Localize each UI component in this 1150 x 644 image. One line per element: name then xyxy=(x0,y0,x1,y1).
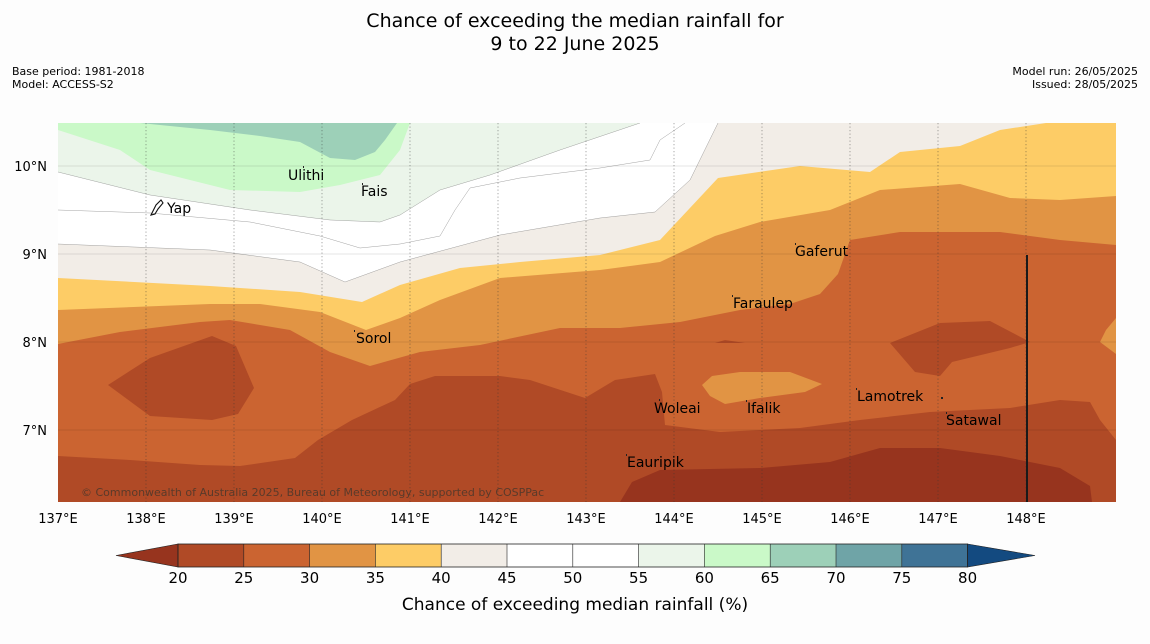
band-65-70 xyxy=(140,123,397,160)
lat-label-9n: 9°N xyxy=(23,248,48,263)
map-field: Ulithi Fais Yap Gaferut Faraulep Sorol L… xyxy=(58,123,1116,502)
area-30-35-inner xyxy=(702,372,822,404)
title-line-2: 9 to 22 June 2025 xyxy=(490,33,660,55)
base-period-text: Base period: 1981-2018 xyxy=(12,65,145,78)
place-label-lamotrek: Lamotrek xyxy=(857,389,924,405)
place-label-fais: Fais xyxy=(361,184,388,200)
colorbar-tick-label: 70 xyxy=(826,569,845,587)
lat-label-7n: 7°N xyxy=(23,424,48,439)
colorbar-segment xyxy=(243,544,310,567)
colorbar-tick-label: 25 xyxy=(234,569,253,587)
place-label-yap: Yap xyxy=(166,201,191,217)
colorbar-segment xyxy=(704,544,771,567)
lon-label-146e: 146°E xyxy=(830,512,870,527)
area-20-25-west xyxy=(108,336,254,420)
colorbar-tick-label: 20 xyxy=(168,569,187,587)
colorbar-label: Chance of exceeding median rainfall (%) xyxy=(402,595,748,615)
place-label-sorol: Sorol xyxy=(356,331,391,347)
lon-label-144e: 144°E xyxy=(654,512,694,527)
area-20-25-small xyxy=(715,340,745,343)
colorbar-tick-label: 55 xyxy=(629,569,648,587)
colorbar-segment xyxy=(441,544,507,567)
lon-label-145e: 145°E xyxy=(742,512,782,527)
colorbar-segment xyxy=(375,544,442,567)
lon-label-143e: 143°E xyxy=(566,512,606,527)
contour-lines xyxy=(58,123,719,283)
colorbar-segment xyxy=(770,544,836,567)
colorbar-tick-label: 35 xyxy=(366,569,385,587)
lon-label-137e: 137°E xyxy=(38,512,78,527)
island-markers xyxy=(149,166,947,456)
colorbar: 20 25 30 35 40 45 50 55 60 65 70 75 80 xyxy=(115,543,1036,587)
title-line-1: Chance of exceeding the median rainfall … xyxy=(366,10,784,32)
area-20-25-east xyxy=(890,321,1030,376)
colorbar-tick-label: 60 xyxy=(695,569,714,587)
lon-label-141e: 141°E xyxy=(390,512,430,527)
run-info: Model run: 26/05/2025 Issued: 28/05/2025 xyxy=(1012,65,1138,91)
colorbar-extend-high xyxy=(967,543,1036,568)
area-30-35-east xyxy=(1100,318,1116,354)
colorbar-segment xyxy=(178,544,244,567)
colorbar-tick-label: 50 xyxy=(563,569,582,587)
lon-label-147e: 147°E xyxy=(918,512,958,527)
place-label-ulithi: Ulithi xyxy=(288,168,324,184)
colorbar-tick-label: 45 xyxy=(497,569,516,587)
lon-label-138e: 138°E xyxy=(126,512,166,527)
colorbar-segment xyxy=(638,544,705,567)
colorbar-segment xyxy=(507,544,573,567)
lon-label-140e: 140°E xyxy=(302,512,342,527)
place-label-satawal: Satawal xyxy=(946,413,1001,429)
colorbar-segment xyxy=(836,544,902,567)
lon-label-139e: 139°E xyxy=(214,512,254,527)
latitude-labels: 10°N 9°N 8°N 7°N xyxy=(14,160,47,439)
lon-label-148e: 148°E xyxy=(1006,512,1046,527)
place-label-gaferut: Gaferut xyxy=(795,244,849,260)
copyright-text: © Commonwealth of Australia 2025, Bureau… xyxy=(81,486,544,499)
lat-label-10n: 10°N xyxy=(14,160,47,175)
place-label-faraulep: Faraulep xyxy=(733,296,793,312)
place-label-eauripik: Eauripik xyxy=(627,455,685,471)
place-labels: Ulithi Fais Yap Gaferut Faraulep Sorol L… xyxy=(166,168,1001,471)
latitude-lines xyxy=(58,165,1116,431)
model-text: Model: ACCESS-S2 xyxy=(12,78,114,91)
lon-label-142e: 142°E xyxy=(478,512,518,527)
yap-island-icon xyxy=(149,199,164,216)
colorbar-frame xyxy=(177,543,968,568)
model-info: Base period: 1981-2018 Model: ACCESS-S2 xyxy=(12,65,144,91)
lat-label-8n: 8°N xyxy=(23,336,48,351)
colorbar-tick-label: 65 xyxy=(761,569,780,587)
issued-text: Issued: 28/05/2025 xyxy=(1031,78,1138,91)
colorbar-segment xyxy=(572,544,639,567)
model-run-text: Model run: 26/05/2025 xyxy=(1012,65,1138,78)
longitude-labels: 137°E 138°E 139°E 140°E 141°E 142°E 143°… xyxy=(38,512,1046,527)
place-label-woleai: Woleai xyxy=(654,401,701,417)
band-lt-20 xyxy=(620,448,1092,502)
colorbar-tick-label: 80 xyxy=(958,569,977,587)
colorbar-segment xyxy=(901,544,968,567)
colorbar-tick-label: 75 xyxy=(892,569,911,587)
colorbar-tick-label: 40 xyxy=(432,569,451,587)
place-label-ifalik: Ifalik xyxy=(747,401,781,417)
colorbar-segment xyxy=(309,544,376,567)
colorbar-extend-low xyxy=(115,543,179,568)
colorbar-tick-label: 30 xyxy=(300,569,319,587)
map-title: Chance of exceeding the median rainfall … xyxy=(0,10,1150,56)
